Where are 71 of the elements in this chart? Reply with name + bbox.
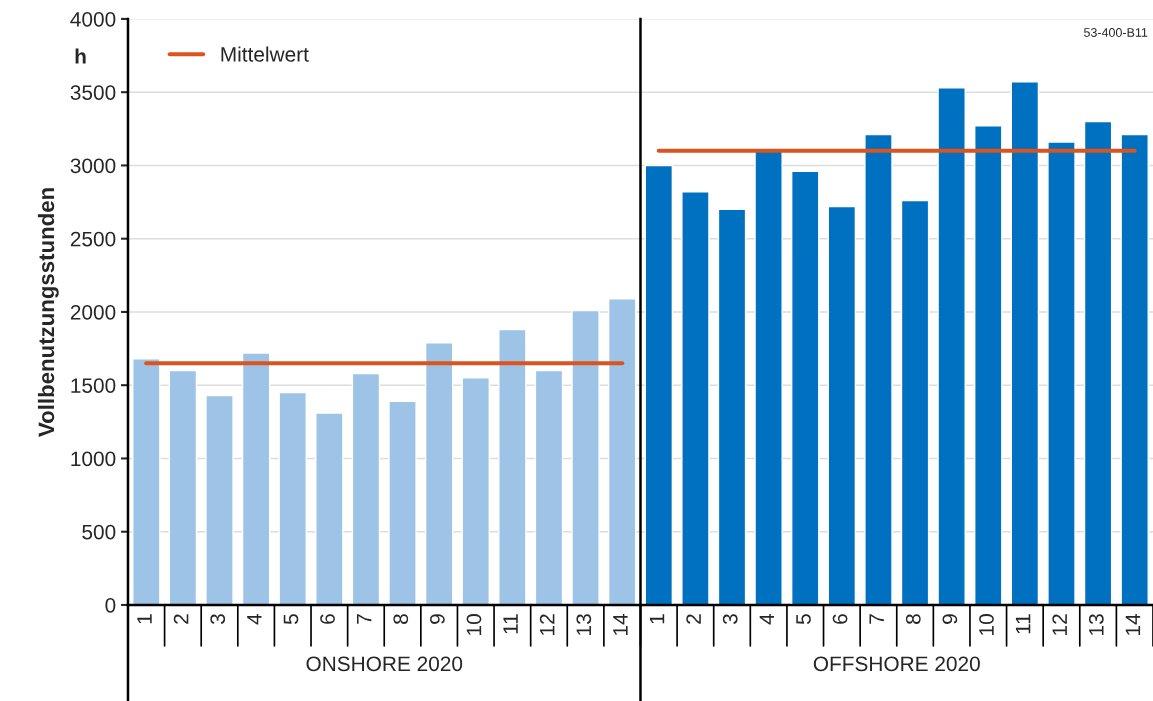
y-tick-label: 2500 [70, 231, 116, 247]
bar [534, 369, 564, 605]
bar [717, 208, 747, 605]
y-tick-label: 1500 [71, 378, 116, 393]
x-tick-label: 14 [613, 613, 628, 635]
bar [351, 372, 381, 605]
bar [644, 164, 674, 605]
x-tick-label: 2 [173, 614, 189, 624]
x-tick-label: 9 [942, 614, 958, 624]
bar [937, 87, 966, 605]
legend-label: Mittelwert [221, 46, 309, 62]
x-tick-label: 13 [1088, 614, 1104, 635]
x-tick-label: 8 [905, 614, 921, 624]
bar [1083, 120, 1113, 605]
y-tick-label: 3500 [70, 85, 116, 100]
bar [278, 391, 307, 605]
y-tick-label: 500 [82, 524, 116, 540]
bar [315, 412, 344, 605]
x-tick-label: 7 [869, 614, 884, 624]
x-tick-label: 10 [466, 614, 482, 635]
bar [1010, 81, 1040, 605]
x-tick-label: 2 [686, 614, 701, 624]
text: h [75, 48, 86, 64]
bar [607, 298, 637, 605]
y-tick-label: 2000 [70, 304, 116, 320]
bar [241, 352, 271, 605]
x-tick-label: 8 [393, 614, 409, 624]
x-tick-label: 4 [759, 613, 775, 625]
bar [498, 328, 527, 605]
x-tick-label: 5 [283, 614, 299, 625]
bar [424, 342, 454, 605]
bar [974, 125, 1003, 605]
bar [864, 133, 893, 605]
x-tick-label: 6 [832, 614, 848, 624]
x-tick-label: 6 [320, 614, 335, 624]
x-tick-label: 9 [429, 614, 445, 624]
x-tick-label: 11 [503, 614, 518, 634]
bar [1120, 133, 1149, 605]
bar [205, 394, 234, 605]
x-axis-title: OFFSHORE 2020 [813, 656, 980, 672]
x-tick-label: 13 [576, 614, 592, 635]
bar [900, 199, 930, 605]
x-tick-label: 7 [356, 614, 372, 624]
y-tick-label: 0 [105, 597, 116, 613]
y-axis-title: Vollbenutzungsstunden [37, 188, 59, 437]
x-tick-label: 3 [210, 614, 226, 625]
x-tick-label: 14 [1125, 613, 1141, 635]
bar [388, 400, 417, 605]
bar [461, 377, 490, 605]
x-tick-label: 12 [539, 614, 555, 635]
bar [754, 150, 783, 605]
x-tick-label: 10 [979, 614, 994, 635]
x-axis-title: ONSHORE 2020 [306, 656, 463, 672]
y-tick-label: 1000 [71, 451, 116, 467]
y-tick-label: 3000 [70, 158, 116, 174]
bar [681, 191, 710, 605]
bar [827, 205, 857, 605]
y-tick-label: 4000 [70, 11, 116, 27]
bar [168, 369, 198, 605]
bar [132, 358, 161, 605]
x-tick-label: 3 [722, 614, 738, 625]
bar [571, 309, 600, 605]
x-tick-label: 1 [649, 614, 665, 624]
x-tick-label: 4 [247, 613, 262, 625]
bar [1047, 141, 1076, 605]
x-tick-label: 11 [1015, 614, 1031, 634]
annotation: 53-400-B11 [1083, 28, 1148, 37]
bar [790, 170, 820, 605]
x-tick-label: 12 [1052, 614, 1067, 635]
x-tick-label: 5 [796, 614, 811, 625]
x-tick-label: 1 [137, 614, 152, 624]
